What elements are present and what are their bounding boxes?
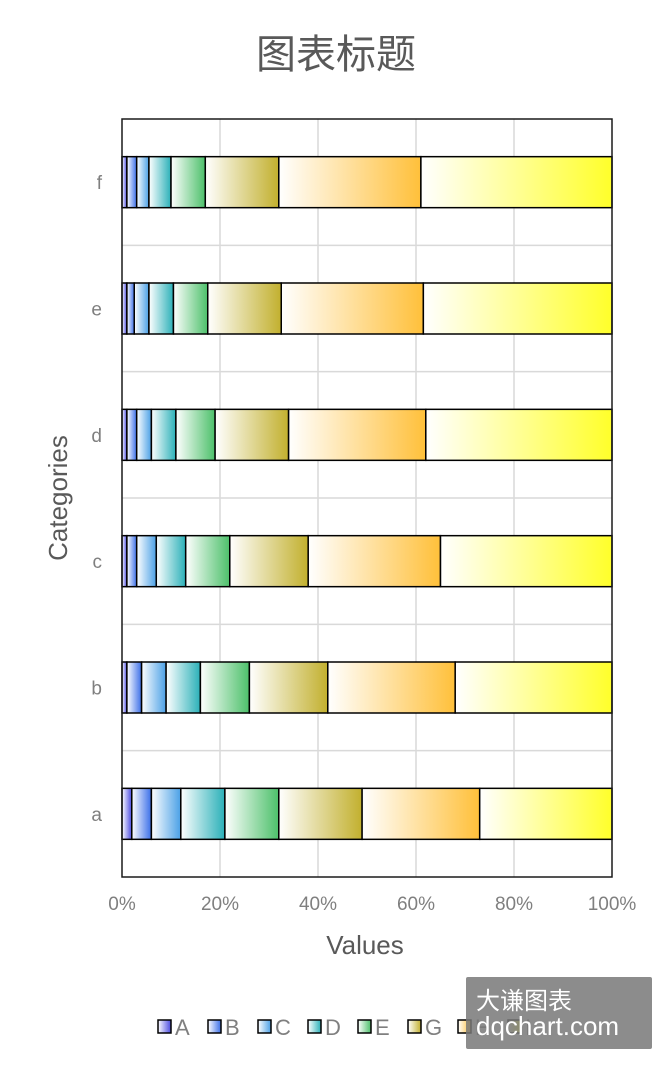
x-tick-label: 80% [495, 894, 533, 915]
y-category-label: a [91, 805, 102, 826]
x-axis-title: Values [326, 930, 404, 960]
bar-segment-a-D [180, 787, 226, 841]
bar-segment-d-C [135, 408, 153, 462]
legend-swatch-C [257, 1019, 272, 1034]
bar-segment-c-E [184, 534, 231, 588]
x-tick-label: 40% [299, 894, 337, 915]
bar-segment-a-A [121, 787, 133, 841]
bar-segment-e-C [133, 282, 150, 335]
plot-frame [121, 118, 613, 878]
y-category-label: c [93, 552, 103, 573]
legend-label-A: A [175, 1015, 190, 1040]
bar-segment-d-D [150, 408, 177, 462]
watermark: 大谦图表 dqchart.com [466, 977, 652, 1049]
legend-swatch-D [307, 1019, 322, 1034]
bar-segment-a-G [278, 787, 363, 841]
bar-segment-d-I [425, 408, 613, 462]
gridlines [122, 119, 612, 877]
bar-segment-d-H [287, 408, 427, 462]
y-axis-title: Categories [43, 435, 73, 561]
legend-label-B: B [225, 1015, 240, 1040]
bars [121, 155, 613, 841]
x-tick-label: 20% [201, 894, 239, 915]
y-category-label: b [91, 679, 102, 700]
bar-segment-a-E [224, 787, 280, 841]
bar-segment-f-C [135, 155, 150, 209]
bar-segment-c-H [307, 534, 442, 588]
legend: ABCDEGHI [157, 1015, 531, 1040]
bar-segment-b-D [165, 661, 202, 714]
y-category-label: f [97, 173, 103, 194]
bar-segment-b-G [248, 661, 329, 714]
axes: 0% 20% 40% 60% 80% 100% a b c d e f [91, 118, 637, 915]
bar-segment-a-B [131, 787, 153, 841]
bar-segment-f-I [420, 155, 613, 209]
bar-segment-a-I [478, 787, 613, 841]
legend-swatch-B [207, 1019, 222, 1034]
bar-segment-c-B [126, 534, 138, 588]
bar-segment-c-I [439, 534, 613, 588]
legend-label-G: G [425, 1015, 442, 1040]
bar-segment-a-H [361, 787, 481, 841]
bar-segment-e-B [126, 282, 136, 335]
bar-segment-b-E [199, 661, 251, 714]
bar-segment-f-E [170, 155, 207, 209]
y-category-label: d [91, 426, 102, 447]
watermark-url: dqchart.com [476, 1011, 620, 1041]
bar-segment-c-D [155, 534, 187, 588]
bar-segment-f-D [148, 155, 172, 209]
bar-segment-b-H [327, 661, 456, 714]
bar-segment-c-G [229, 534, 309, 588]
bar-segment-b-B [126, 661, 143, 714]
y-category-label: e [91, 300, 102, 321]
bar-segment-f-H [278, 155, 422, 209]
legend-label-C: C [275, 1015, 291, 1040]
watermark-brand: 大谦图表 [476, 987, 572, 1015]
bar-segment-f-G [204, 155, 280, 209]
bar-segment-c-C [135, 534, 158, 588]
x-tick-label: 100% [588, 894, 637, 915]
bar-segment-e-D [148, 282, 175, 335]
bar-segment-a-C [150, 787, 182, 841]
chart-title: 图表标题 [256, 32, 416, 78]
bar-segment-e-I [422, 282, 613, 335]
legend-swatch-E [357, 1019, 372, 1034]
legend-swatch-A [157, 1019, 172, 1034]
bar-segment-e-H [280, 282, 425, 335]
x-tick-label: 0% [108, 894, 136, 915]
legend-swatch-G [407, 1019, 422, 1034]
bar-segment-b-C [140, 661, 167, 714]
bar-segment-b-I [454, 661, 613, 714]
legend-label-D: D [325, 1015, 341, 1040]
bar-segment-d-G [214, 408, 290, 462]
bar-segment-d-E [175, 408, 216, 462]
bar-segment-f-B [126, 155, 138, 209]
x-tick-label: 60% [397, 894, 435, 915]
legend-label-E: E [375, 1015, 390, 1040]
bar-segment-e-G [207, 282, 282, 335]
bar-segment-d-B [126, 408, 138, 462]
bar-segment-e-E [172, 282, 209, 335]
